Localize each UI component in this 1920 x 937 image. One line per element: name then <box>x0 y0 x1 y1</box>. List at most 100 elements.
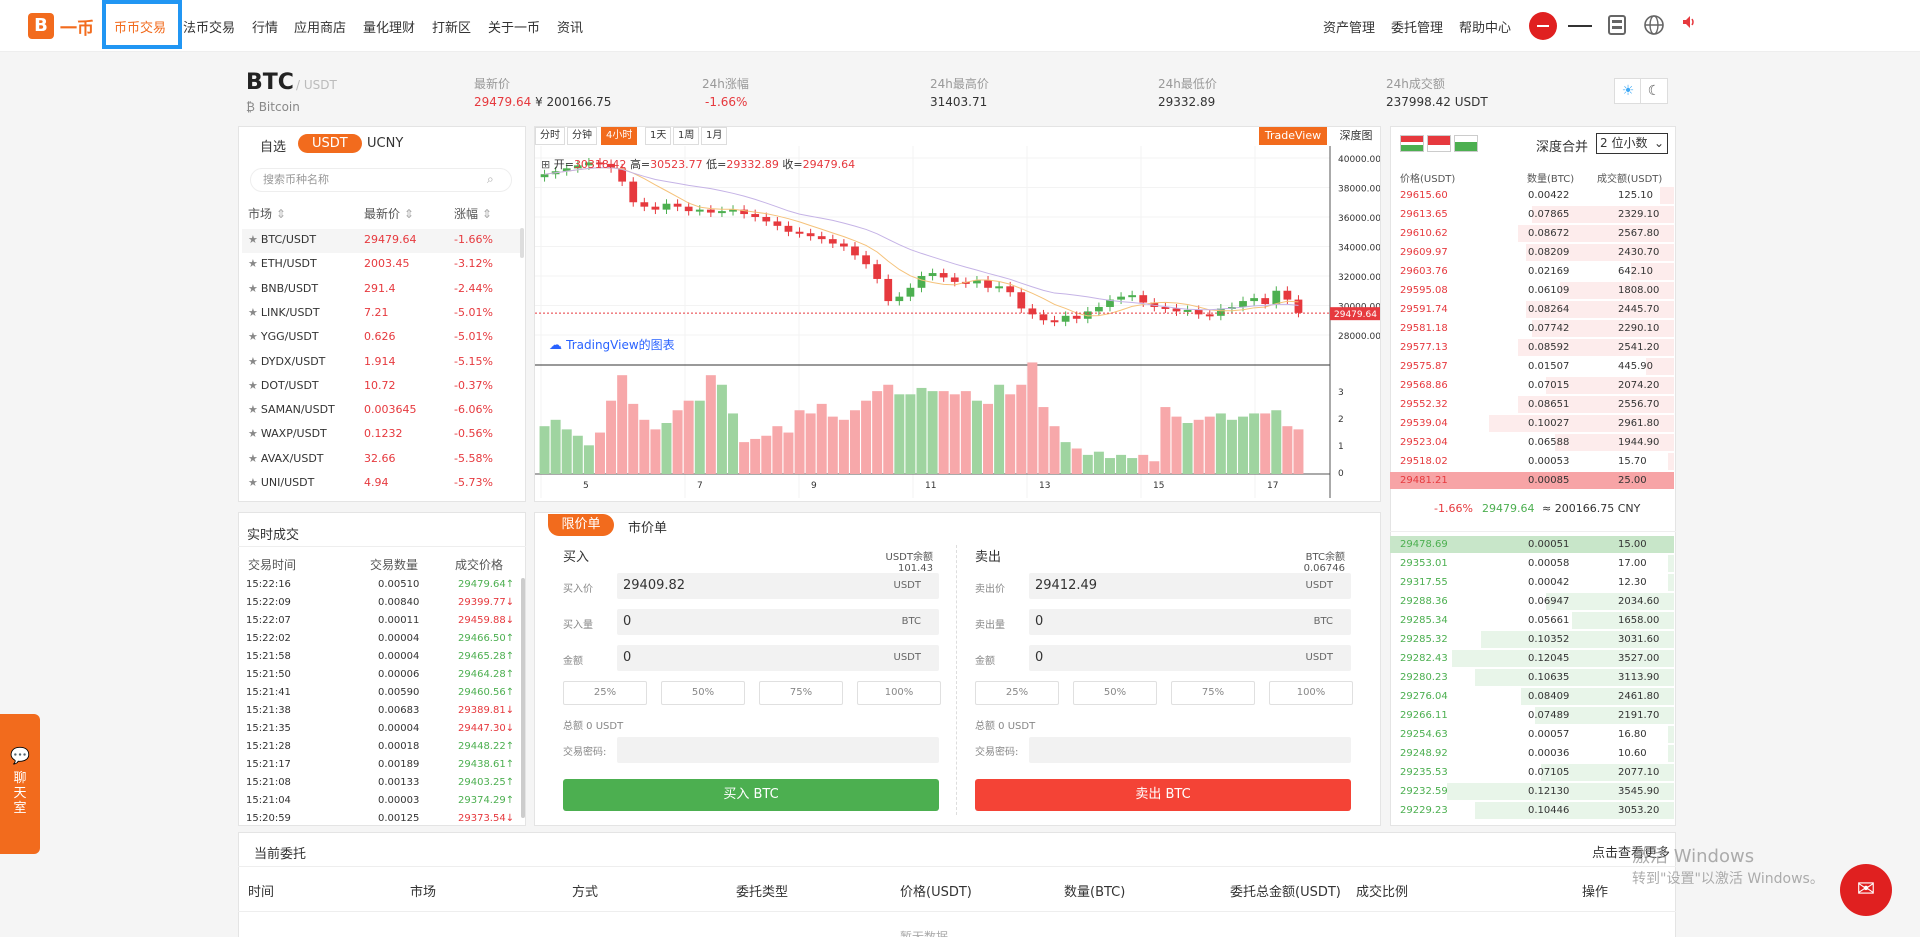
ask-row[interactable]: 29613.65 0.07865 2329.10 <box>1390 205 1674 224</box>
tab-ucny[interactable]: UCNY <box>367 136 404 151</box>
market-row[interactable]: ★ ETH/USDT 2003.45 -3.12% <box>242 253 524 277</box>
star-icon[interactable]: ★ <box>248 403 258 417</box>
sell-price-input[interactable]: 29412.49 USDT <box>1029 573 1351 599</box>
sound-icon[interactable] <box>1678 14 1700 36</box>
tab-market-order[interactable]: 市价单 <box>628 521 668 536</box>
buy-pct-button[interactable]: 100% <box>857 681 941 705</box>
chart-tab[interactable]: 1天 <box>645 127 672 145</box>
sell-pct-button[interactable]: 50% <box>1073 681 1157 705</box>
view-asks-icon[interactable] <box>1427 135 1451 152</box>
bid-row[interactable]: 29254.63 0.00057 16.80 <box>1390 725 1674 744</box>
nav-spot-trading[interactable]: 币币交易 <box>114 21 167 36</box>
bid-row[interactable]: 29317.55 0.00042 12.30 <box>1390 573 1674 592</box>
tab-favorites[interactable]: 自选 <box>260 140 287 155</box>
market-row[interactable]: ★ BNB/USDT 291.4 -2.44% <box>242 278 524 302</box>
tab-limit-order[interactable]: 限价单 <box>548 514 614 536</box>
sell-password-input[interactable] <box>1029 737 1351 763</box>
depth-chart-button[interactable]: 深度图 <box>1339 129 1373 142</box>
buy-price-input[interactable]: 29409.82 USDT <box>617 573 939 599</box>
search-icon[interactable]: ⌕ <box>487 172 494 186</box>
chart-tab[interactable]: 分钟 <box>567 127 597 145</box>
ask-row[interactable]: 29591.74 0.08264 2445.70 <box>1390 300 1674 319</box>
globe-icon[interactable] <box>1643 14 1665 36</box>
bid-row[interactable]: 29232.59 0.12130 3545.90 <box>1390 782 1674 801</box>
star-icon[interactable]: ★ <box>248 281 258 295</box>
nav-quant-finance[interactable]: 量化理财 <box>363 21 416 36</box>
nav-market[interactable]: 行情 <box>252 21 279 36</box>
chart-tab[interactable]: 1月 <box>701 127 728 145</box>
bid-row[interactable]: 29478.69 0.00051 15.00 <box>1390 535 1674 554</box>
view-more-link[interactable]: 点击查看更多 <box>1592 846 1671 861</box>
sell-amt-input[interactable]: 0 USDT <box>1029 645 1351 671</box>
nav-about[interactable]: 关于一币 <box>488 21 541 36</box>
avatar[interactable] <box>1529 12 1557 40</box>
ask-row[interactable]: 29552.32 0.08651 2556.70 <box>1390 395 1674 414</box>
buy-password-input[interactable] <box>617 737 939 763</box>
ask-row[interactable]: 29577.13 0.08592 2541.20 <box>1390 338 1674 357</box>
chart-tab[interactable]: 1周 <box>673 127 700 145</box>
logo-text[interactable]: 一币 <box>60 19 94 39</box>
bid-row[interactable]: 29229.23 0.10446 3053.20 <box>1390 801 1674 820</box>
bid-row[interactable]: 29288.36 0.06947 2034.60 <box>1390 592 1674 611</box>
buy-submit-button[interactable]: 买入 BTC <box>563 779 939 811</box>
ask-row[interactable]: 29609.97 0.08209 2430.70 <box>1390 243 1674 262</box>
nav-app-store[interactable]: 应用商店 <box>294 21 347 36</box>
star-icon[interactable]: ★ <box>248 427 258 441</box>
col-last-price[interactable]: 最新价 ⇕ <box>364 207 414 221</box>
view-both-icon[interactable] <box>1400 135 1424 152</box>
buy-amt-input[interactable]: 0 USDT <box>617 645 939 671</box>
market-row[interactable]: ★ WAXP/USDT 0.1232 -0.56% <box>242 423 524 447</box>
ask-row[interactable]: 29518.02 0.00053 15.70 <box>1390 452 1674 471</box>
star-icon[interactable]: ★ <box>248 476 258 489</box>
nav-news[interactable]: 资讯 <box>557 21 584 36</box>
bid-row[interactable]: 29285.34 0.05661 1658.00 <box>1390 611 1674 630</box>
bid-row[interactable]: 29353.01 0.00058 17.00 <box>1390 554 1674 573</box>
market-row[interactable]: ★ DOT/USDT 10.72 -0.37% <box>242 375 524 399</box>
depth-merge-select[interactable]: 2 位小数 ⌄ <box>1596 133 1668 154</box>
view-bids-icon[interactable] <box>1454 135 1478 152</box>
ask-row[interactable]: 29568.86 0.07015 2074.20 <box>1390 376 1674 395</box>
ask-row[interactable]: 29581.18 0.07742 2290.10 <box>1390 319 1674 338</box>
nav-fiat-trading[interactable]: 法币交易 <box>183 21 236 36</box>
star-icon[interactable]: ★ <box>248 330 258 344</box>
nav-orders[interactable]: 委托管理 <box>1391 21 1444 36</box>
buy-qty-input[interactable]: 0 BTC <box>617 609 939 635</box>
buy-pct-button[interactable]: 75% <box>759 681 843 705</box>
bid-row[interactable]: 29276.04 0.08409 2461.80 <box>1390 687 1674 706</box>
candlestick-chart[interactable]: 40000.00 38000.00 36000.00 34000.00 32000.00… <box>535 146 1380 498</box>
market-row[interactable]: ★ LINK/USDT 7.21 -5.01% <box>242 302 524 326</box>
sell-pct-button[interactable]: 100% <box>1269 681 1353 705</box>
sell-submit-button[interactable]: 卖出 BTC <box>975 779 1351 811</box>
sell-pct-button[interactable]: 75% <box>1171 681 1255 705</box>
nav-ipo-zone[interactable]: 打新区 <box>432 21 472 36</box>
chart-svg[interactable]: 40000.00 38000.00 36000.00 34000.00 32000.00… <box>535 146 1380 498</box>
nav-assets[interactable]: 资产管理 <box>1323 21 1376 36</box>
ask-row[interactable]: 29595.08 0.06109 1808.00 <box>1390 281 1674 300</box>
tab-usdt[interactable]: USDT <box>298 134 362 153</box>
sell-pct-button[interactable]: 25% <box>975 681 1059 705</box>
ask-row[interactable]: 29610.62 0.08672 2567.80 <box>1390 224 1674 243</box>
buy-pct-button[interactable]: 50% <box>661 681 745 705</box>
ask-row[interactable]: 29575.87 0.01507 445.90 <box>1390 357 1674 376</box>
tradeview-button[interactable]: TradeView <box>1259 127 1327 145</box>
logo-icon[interactable]: B <box>28 13 54 39</box>
search-input[interactable]: 搜索币种名称 <box>250 168 512 192</box>
market-row[interactable]: ★ DYDX/USDT 1.914 -5.15% <box>242 351 524 375</box>
dark-theme-button[interactable]: ☾ <box>1640 78 1668 104</box>
star-icon[interactable]: ★ <box>248 354 258 368</box>
bid-row[interactable]: 29248.92 0.00036 10.60 <box>1390 744 1674 763</box>
bid-row[interactable]: 29280.23 0.10635 3113.90 <box>1390 668 1674 687</box>
market-row[interactable]: ★ UNI/USDT 4.94 -5.73% <box>242 472 524 496</box>
sell-qty-input[interactable]: 0 BTC <box>1029 609 1351 635</box>
star-icon[interactable]: ★ <box>248 451 258 465</box>
ask-row[interactable]: 29603.76 0.02169 642.10 <box>1390 262 1674 281</box>
chart-tab[interactable]: 4小时 <box>601 127 638 145</box>
star-icon[interactable]: ★ <box>248 257 258 271</box>
bid-row[interactable]: 29282.43 0.12045 3527.00 <box>1390 649 1674 668</box>
buy-pct-button[interactable]: 25% <box>563 681 647 705</box>
chart-tab[interactable]: 分时 <box>535 127 565 145</box>
app-download-icon[interactable] <box>1606 14 1628 36</box>
market-row[interactable]: ★ SAMAN/USDT 0.003645 -6.06% <box>242 399 524 423</box>
market-row[interactable]: ★ BTC/USDT 29479.64 -1.66% <box>242 229 524 253</box>
star-icon[interactable]: ★ <box>248 378 258 392</box>
